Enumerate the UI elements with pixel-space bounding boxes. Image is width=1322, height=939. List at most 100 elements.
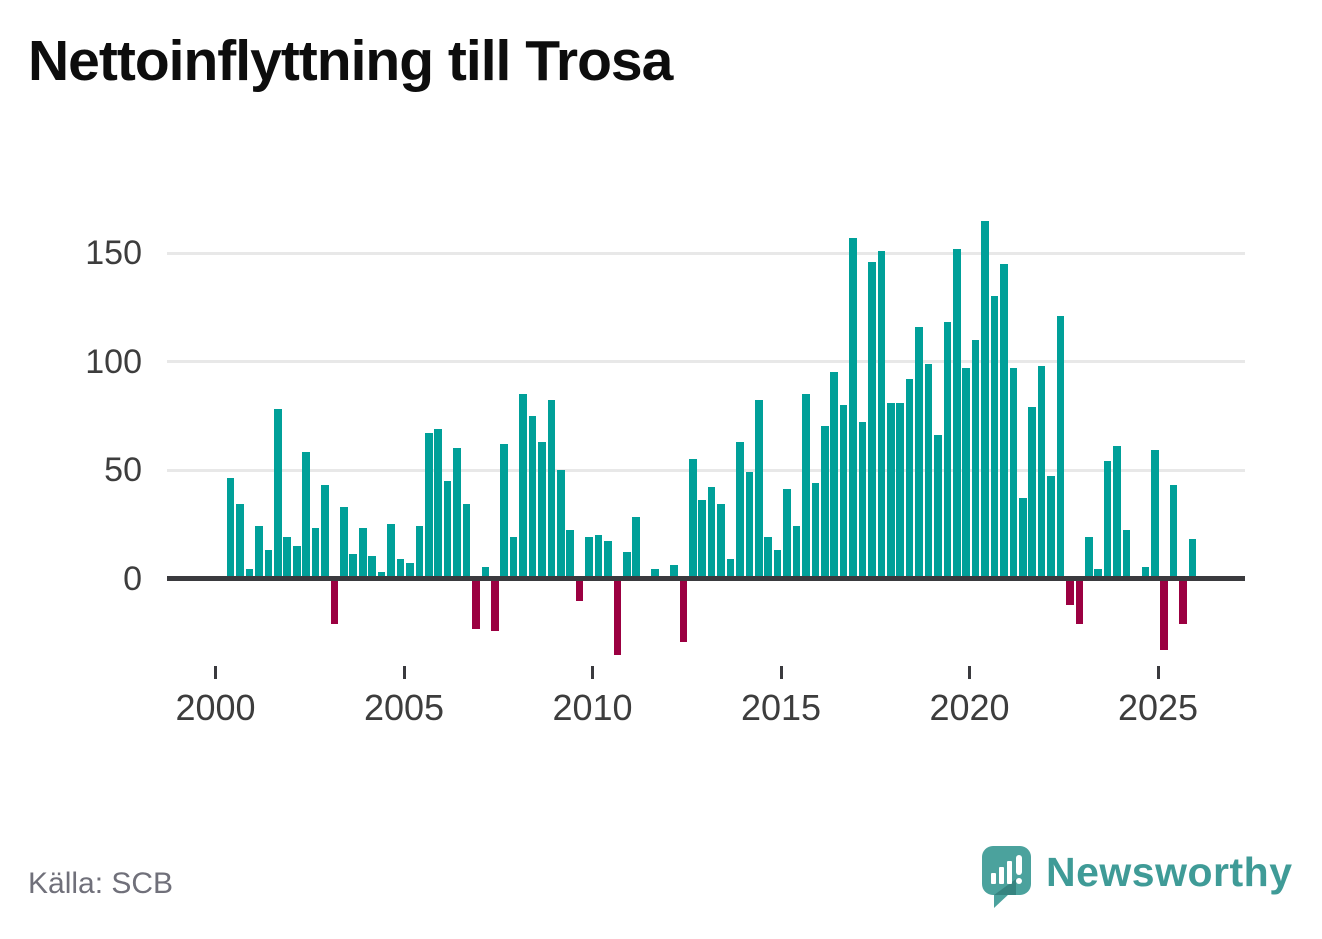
- bar-2015-q1: [792, 526, 801, 576]
- bar-2000-q4: [255, 526, 263, 576]
- bar-2013-q2: [726, 558, 735, 576]
- bar-2010-q4: [632, 517, 640, 576]
- bar-2004-q4: [406, 562, 414, 576]
- chart-title: Nettoinflyttning till Trosa: [28, 29, 673, 93]
- source-label: Källa: SCB: [28, 867, 174, 900]
- logo-minibar-icon: [999, 867, 1004, 884]
- gridline-150: [167, 251, 1245, 255]
- x-tick-2005: [402, 666, 406, 679]
- bar-2003-q3: [358, 528, 367, 576]
- bar-2024-q2: [1141, 567, 1150, 576]
- bar-2017-q1: [868, 261, 876, 576]
- bar-2020-q4: [1009, 367, 1018, 576]
- bar-2022-q2: [1066, 581, 1074, 605]
- bar-2006-q1: [453, 448, 461, 576]
- bar-2014-q1: [754, 400, 763, 576]
- bar-2019-q3: [962, 367, 971, 576]
- y-tick-label-50: 50: [104, 451, 142, 490]
- x-tick-2000: [214, 666, 217, 679]
- bar-2022-q3: [1075, 581, 1084, 625]
- bar-2010-q2: [613, 581, 622, 655]
- bar-2005-q4: [443, 480, 452, 576]
- bar-2025-q1: [1169, 484, 1178, 576]
- bar-2007-q2: [500, 443, 508, 576]
- bar-2000-q2: [236, 504, 244, 576]
- logo-exclamation-icon: [1016, 878, 1022, 884]
- bar-2000-q1: [226, 478, 235, 576]
- bar-2016-q4: [858, 422, 867, 576]
- bar-2015-q2: [802, 393, 810, 576]
- bar-2023-q4: [1122, 530, 1131, 576]
- bar-2016-q1: [830, 372, 838, 576]
- bar-2001-q1: [264, 549, 273, 576]
- bar-2017-q4: [896, 402, 905, 576]
- bar-2011-q2: [651, 569, 659, 576]
- x-tick-label-2020: 2020: [929, 687, 1010, 728]
- bar-2001-q4: [292, 545, 301, 576]
- bar-2016-q3: [849, 237, 857, 576]
- bar-2006-q2: [462, 504, 471, 576]
- bar-2023-q1: [1094, 569, 1103, 576]
- bar-2014-q3: [773, 549, 782, 576]
- speech-bubble-tail-icon: [994, 893, 1010, 908]
- gridline-50: [167, 468, 1245, 472]
- bar-2006-q3: [472, 581, 480, 629]
- bar-2012-q2: [688, 458, 697, 576]
- bar-2019-q1: [943, 322, 952, 576]
- bar-2008-q2: [538, 441, 546, 576]
- bar-2011-q4: [670, 565, 678, 576]
- y-tick-label-0: 0: [123, 559, 142, 598]
- bar-2015-q4: [820, 426, 829, 576]
- bar-2003-q1: [340, 506, 348, 576]
- bar-2017-q3: [887, 402, 895, 576]
- bar-2005-q3: [434, 428, 442, 576]
- bar-2013-q3: [736, 441, 744, 576]
- y-tick-label-150: 150: [85, 234, 142, 273]
- newsworthy-logo: [982, 846, 1048, 916]
- bar-2020-q3: [1000, 263, 1008, 576]
- bar-2021-q4: [1047, 476, 1055, 576]
- bar-2008-q3: [547, 400, 556, 576]
- bar-2010-q1: [604, 541, 612, 576]
- bar-2000-q3: [245, 569, 254, 576]
- bar-2022-q1: [1056, 315, 1065, 576]
- bar-2007-q4: [519, 393, 527, 576]
- bar-2020-q2: [990, 296, 999, 576]
- bar-2002-q4: [330, 581, 339, 625]
- x-tick-label-2000: 2000: [175, 687, 256, 728]
- x-tick-label-2025: 2025: [1117, 687, 1199, 728]
- speech-bubble-fold-icon: [994, 879, 1016, 895]
- x-tick-2010: [591, 666, 594, 679]
- bar-2001-q2: [274, 409, 282, 576]
- x-tick-2015: [779, 666, 783, 679]
- bar-2016-q2: [839, 404, 848, 576]
- bar-2014-q2: [764, 536, 772, 576]
- bar-2022-q4: [1085, 536, 1093, 576]
- bar-2017-q2: [877, 250, 886, 576]
- bar-2025-q2: [1179, 581, 1187, 625]
- bar-2002-q1: [302, 452, 310, 576]
- newsworthy-wordmark: Newsworthy: [1046, 849, 1293, 895]
- bar-2004-q3: [396, 558, 405, 576]
- logo-minibar-icon: [991, 873, 996, 884]
- bar-2023-q2: [1103, 461, 1112, 576]
- bar-2025-q3: [1188, 539, 1197, 576]
- bar-2012-q1: [679, 581, 688, 642]
- bar-2009-q2: [575, 581, 584, 601]
- bar-2002-q3: [321, 484, 329, 576]
- bar-2003-q4: [368, 556, 376, 576]
- x-axis-line: [167, 576, 1245, 581]
- x-tick-2020: [968, 666, 971, 679]
- bar-2001-q3: [283, 536, 292, 576]
- bar-2018-q1: [905, 378, 914, 576]
- bar-2021-q3: [1037, 365, 1046, 576]
- bar-2004-q1: [377, 571, 386, 576]
- bar-2003-q2: [349, 554, 358, 576]
- bar-2024-q4: [1160, 581, 1169, 651]
- bar-2021-q2: [1028, 406, 1037, 576]
- bar-2013-q1: [717, 504, 725, 576]
- bar-2010-q3: [622, 552, 631, 576]
- bar-2007-q3: [509, 536, 518, 576]
- bar-2002-q2: [311, 528, 320, 576]
- logo-exclamation-icon: [1016, 855, 1022, 875]
